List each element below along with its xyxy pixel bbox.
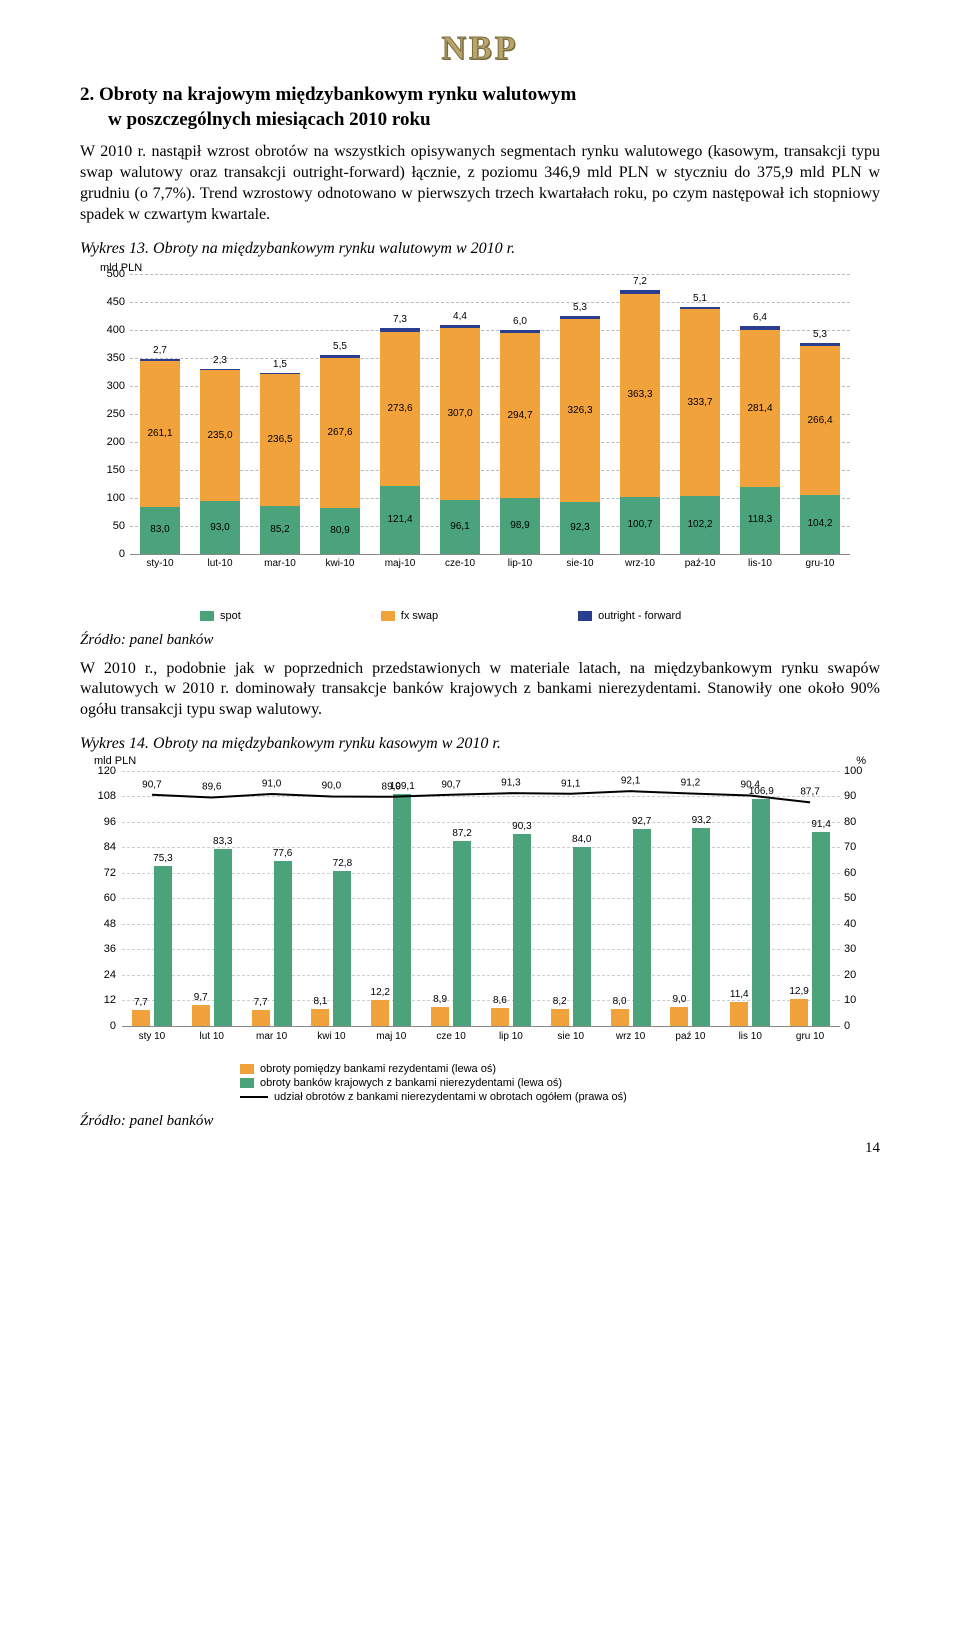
chart2-caption: Wykres 14. Obroty na międzybankowym rynk… [80,735,880,753]
chart1-legend: spot fx swap outright - forward [200,610,880,622]
chart1-caption: Wykres 13. Obroty na międzybankowym rynk… [80,240,880,258]
chart2: mld PLN % 012243648607284961081200102030… [86,757,876,1057]
chart1-source: Źródło: panel banków [80,632,880,649]
section-heading: 2. Obroty na krajowym międzybankowym ryn… [80,83,880,132]
paragraph-1: W 2010 r. nastąpił wzrost obrotów na wsz… [80,142,880,225]
page-number: 14 [80,1140,880,1157]
chart1: 05010015020025030035040045050083,0261,12… [90,274,870,604]
chart1-unit: mld PLN [100,262,880,274]
paragraph-2: W 2010 r., podobnie jak w poprzednich pr… [80,659,880,721]
logo: NBP [80,30,880,68]
chart2-source: Źródło: panel banków [80,1113,880,1130]
chart2-legend: obroty pomiędzy bankami rezydentami (lew… [240,1063,880,1103]
